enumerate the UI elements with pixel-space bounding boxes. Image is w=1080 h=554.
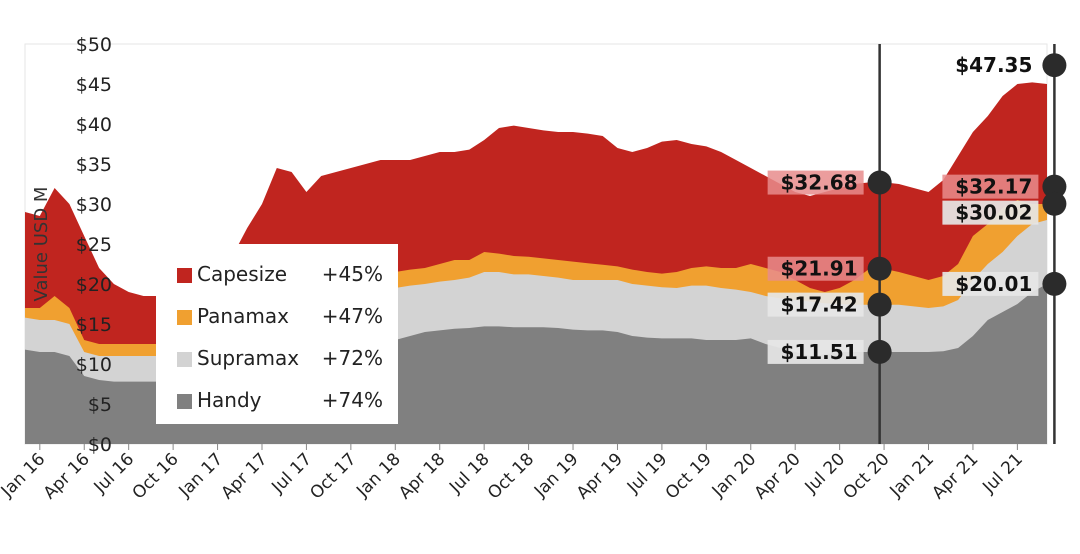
legend-label-capesize: Capesize xyxy=(197,262,287,286)
y-tick-label: $40 xyxy=(76,114,112,136)
callout-box xyxy=(767,292,864,317)
legend-label-supramax: Supramax xyxy=(197,346,299,370)
legend-box xyxy=(156,244,398,424)
y-tick-label: $25 xyxy=(76,234,112,256)
callout-label: $17.42 xyxy=(780,293,857,317)
legend-change-panamax: +47% xyxy=(322,304,383,328)
marker-dot xyxy=(1042,191,1067,216)
marker-dot xyxy=(867,292,892,317)
x-tick-label: Apr 16 xyxy=(40,449,94,503)
legend: Capesize +45% Panamax +47% Supramax +72% Handy… xyxy=(156,244,398,424)
callout-box xyxy=(767,339,864,364)
x-tick-label: Apr 19 xyxy=(573,449,627,503)
marker-dot xyxy=(867,256,892,281)
marker-dot xyxy=(867,339,892,364)
x-tick-label: Jul 21 xyxy=(978,449,1026,497)
y-tick-label: $50 xyxy=(76,34,112,56)
legend-change-handy: +74% xyxy=(322,388,383,412)
callout-box xyxy=(767,256,864,281)
marker-group: $32.68 $21.91 $17.42 $11.51 $47.35 $32.17$30.… xyxy=(767,44,1067,444)
marker-dot xyxy=(867,170,892,195)
x-tick-label: Jan 18 xyxy=(352,449,405,502)
legend-swatch-supramax xyxy=(177,352,192,367)
x-tick-label: Oct 19 xyxy=(662,449,716,503)
callout-label: $32.68 xyxy=(780,171,857,195)
x-tick-label: Jan 20 xyxy=(708,449,761,502)
x-tick-label: Jan 19 xyxy=(530,449,583,502)
x-tick-label: Oct 17 xyxy=(306,449,360,503)
y-tick-label: $45 xyxy=(76,74,112,96)
callout-label: $47.35 xyxy=(955,53,1032,77)
y-tick-label: $30 xyxy=(76,194,112,216)
callout-label: $11.51 xyxy=(780,340,857,364)
legend-label-handy: Handy xyxy=(197,388,262,412)
x-tick-label: Apr 20 xyxy=(751,449,805,503)
x-tick-label: Apr 18 xyxy=(395,449,449,503)
callout-label: $30.02 xyxy=(955,201,1032,225)
legend-swatch-capesize xyxy=(177,268,192,283)
y-axis-label: Value USD M xyxy=(31,187,52,302)
x-tick-label: Jan 21 xyxy=(886,449,939,502)
y-tick-label: $20 xyxy=(76,274,112,296)
callout-label: $20.01 xyxy=(955,272,1032,296)
legend-change-capesize: +45% xyxy=(322,262,383,286)
callout-label: $32.17 xyxy=(955,175,1032,199)
y-axis-ticks: $0 $5 $10 $15 $20 $25 $30 $35 $40 $45 $50 xyxy=(76,34,112,456)
y-tick-label: $35 xyxy=(76,154,112,176)
marker-dot xyxy=(1042,174,1067,199)
marker-dot xyxy=(1042,53,1067,78)
callout-box xyxy=(942,174,1039,199)
y-tick-label: $10 xyxy=(76,354,112,376)
legend-swatch-panamax xyxy=(177,310,192,325)
callout-box xyxy=(767,170,864,195)
x-tick-label: Oct 16 xyxy=(129,449,183,503)
x-tick-label: Jan 16 xyxy=(0,449,49,502)
legend-label-panamax: Panamax xyxy=(197,304,289,328)
x-tick-label: Apr 21 xyxy=(928,449,982,503)
legend-swatch-handy xyxy=(177,394,192,409)
callout-box xyxy=(942,271,1039,296)
x-tick-label: Oct 18 xyxy=(484,449,538,503)
x-tick-label: Oct 20 xyxy=(840,449,894,503)
legend-change-supramax: +72% xyxy=(322,346,383,370)
x-tick-label: Jan 17 xyxy=(175,449,228,502)
y-tick-label: $15 xyxy=(76,314,112,336)
callout-box xyxy=(942,200,1039,225)
marker-dot xyxy=(1042,271,1067,296)
x-tick-label: Apr 17 xyxy=(217,449,271,503)
y-tick-label: $5 xyxy=(88,394,112,416)
y-tick-label: $0 xyxy=(88,434,112,456)
callout-label: $21.91 xyxy=(780,257,857,281)
